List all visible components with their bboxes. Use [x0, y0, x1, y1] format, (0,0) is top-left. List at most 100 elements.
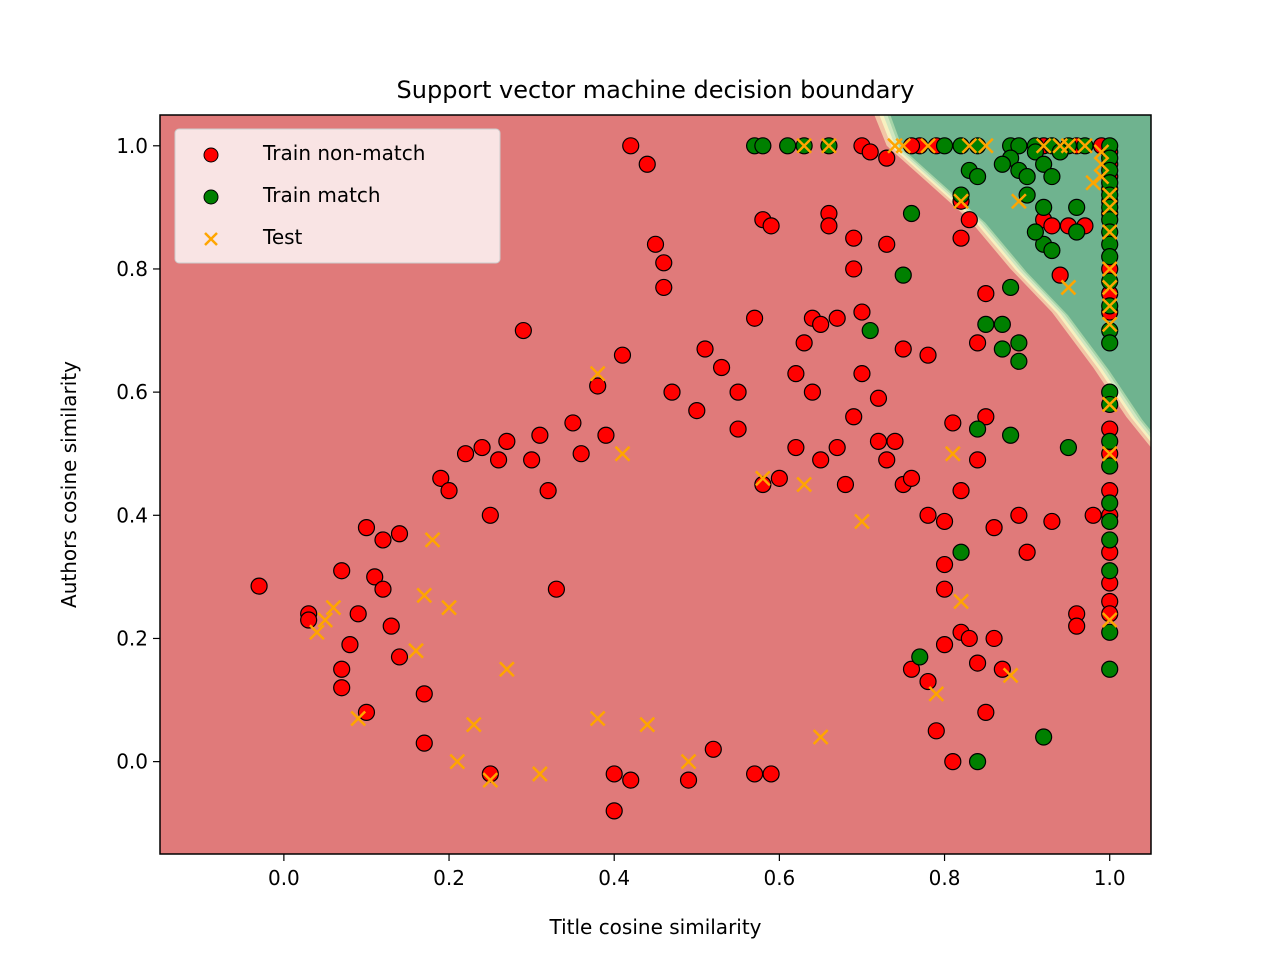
legend-label-match: Train match [262, 183, 381, 207]
match-point [902, 204, 921, 223]
non-match-point [729, 383, 747, 401]
legend-label-test: Test [262, 225, 303, 249]
non-match-point [935, 555, 954, 574]
non-match-point [390, 648, 409, 666]
test-point [812, 729, 829, 745]
match-point [1018, 167, 1036, 186]
test-point [1060, 137, 1077, 154]
non-match-point [589, 377, 607, 395]
non-match-point [861, 143, 879, 161]
match-point [952, 137, 970, 155]
non-match-point [638, 155, 656, 173]
non-match-point [902, 469, 921, 487]
non-match-point [795, 334, 813, 352]
test-point [821, 137, 837, 154]
match-point [1026, 143, 1044, 161]
non-match-point [878, 235, 896, 253]
legend-label-non-match: Train non-match [262, 141, 425, 165]
match-point [993, 315, 1011, 333]
non-match-point [1043, 217, 1061, 235]
match-point [977, 315, 995, 333]
non-match-point [919, 672, 937, 691]
non-match-point [605, 765, 623, 783]
test-point [531, 766, 548, 782]
non-match-point [977, 408, 995, 426]
non-match-point [374, 531, 392, 549]
test-point [953, 193, 969, 210]
non-match-point [919, 506, 937, 524]
test-point [1101, 316, 1118, 333]
non-match-point [357, 519, 376, 537]
non-match-point [1084, 506, 1102, 524]
non-match-point [745, 765, 764, 783]
non-match-point [968, 451, 987, 469]
test-point [920, 137, 936, 154]
non-match-point [853, 303, 871, 321]
non-match-point [993, 660, 1011, 678]
test-point [1010, 193, 1027, 210]
non-match-point [886, 432, 904, 450]
non-match-point [836, 475, 855, 494]
match-point [1101, 334, 1119, 352]
non-match-point [787, 438, 805, 457]
test-point [449, 753, 466, 770]
non-match-point [1051, 266, 1069, 284]
match-point [968, 420, 987, 438]
non-match-point [968, 654, 987, 672]
match-point [1043, 241, 1061, 260]
non-match-point [968, 334, 987, 352]
test-point [498, 661, 515, 678]
test-point [589, 365, 606, 382]
non-match-point [688, 402, 706, 420]
match-point [1026, 223, 1044, 241]
non-match-point [919, 346, 937, 364]
y-tick-label: 0.4 [116, 503, 148, 527]
match-point [1101, 512, 1119, 531]
non-match-point [985, 519, 1003, 537]
non-match-point [894, 340, 912, 358]
match-point [1002, 426, 1020, 444]
non-match-point [902, 660, 921, 678]
non-match-point [762, 765, 780, 783]
test-point [1101, 261, 1118, 277]
non-match-point [349, 605, 367, 623]
non-match-point [952, 229, 970, 247]
test-point [1002, 667, 1019, 684]
non-match-point [944, 753, 962, 771]
test-point [1093, 168, 1110, 185]
non-match-point [489, 451, 508, 469]
non-match-point [481, 765, 499, 783]
non-match-point [960, 211, 978, 229]
legend-marker-test [204, 232, 218, 246]
non-match-point [754, 475, 772, 494]
non-match-point [679, 771, 698, 789]
test-point [441, 599, 457, 616]
y-tick-label: 0.8 [116, 257, 148, 281]
non-match-point [622, 771, 640, 789]
match-point [1101, 660, 1119, 678]
x-tick-label: 0.2 [433, 866, 465, 890]
non-match-point [1043, 512, 1061, 531]
non-match-point [341, 636, 359, 654]
test-point [796, 476, 813, 493]
match-point [1101, 562, 1119, 580]
match-point [968, 167, 987, 186]
non-match-point [878, 149, 896, 167]
test-point [408, 642, 424, 659]
y-tick-label: 1.0 [116, 134, 148, 158]
match-point [1101, 272, 1119, 290]
match-point [1101, 494, 1119, 512]
non-match-point [374, 580, 392, 598]
non-match-point [481, 506, 499, 524]
test-point [416, 587, 433, 604]
match-point [1002, 278, 1020, 297]
match-point [1035, 155, 1053, 173]
test-point [1093, 144, 1110, 160]
non-match-point [523, 451, 541, 469]
x-tick-label: 0.8 [929, 866, 961, 890]
non-match-point [869, 432, 888, 450]
test-point [325, 599, 342, 616]
match-point [894, 266, 912, 284]
non-match-point [828, 309, 846, 327]
non-match-point [927, 722, 945, 740]
